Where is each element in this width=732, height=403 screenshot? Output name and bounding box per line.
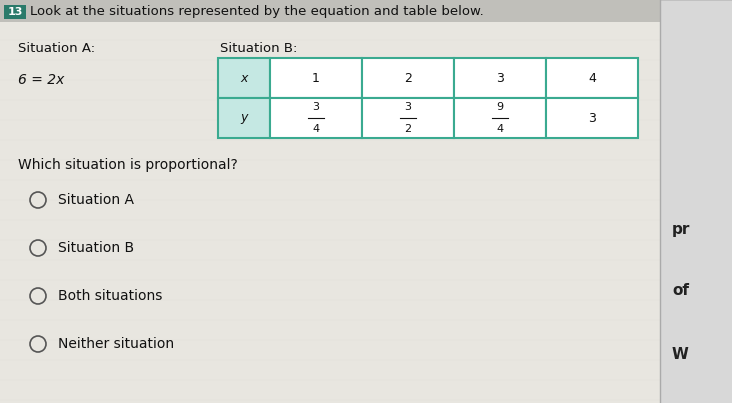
Bar: [0, 0, 660, 22]
Circle shape: [30, 240, 46, 256]
Bar: [218, 98, 270, 138]
Text: 1: 1: [312, 71, 320, 85]
Bar: [270, 98, 362, 138]
Text: 3: 3: [405, 102, 411, 112]
Text: Situation A:: Situation A:: [18, 42, 95, 54]
Bar: [218, 58, 270, 98]
Circle shape: [30, 192, 46, 208]
Text: 3: 3: [313, 102, 319, 112]
Text: y: y: [240, 112, 247, 125]
Bar: [660, 0, 732, 403]
Text: 4: 4: [313, 124, 320, 134]
Text: 3: 3: [496, 71, 504, 85]
Text: pr: pr: [672, 222, 690, 237]
Text: Both situations: Both situations: [58, 289, 163, 303]
Circle shape: [30, 288, 46, 304]
Text: 2: 2: [404, 71, 412, 85]
Text: 9: 9: [496, 102, 504, 112]
Text: Situation A: Situation A: [58, 193, 134, 207]
Text: Which situation is proportional?: Which situation is proportional?: [18, 158, 238, 172]
Text: 4: 4: [496, 124, 504, 134]
Bar: [270, 58, 362, 98]
Bar: [362, 98, 454, 138]
Text: Look at the situations represented by the equation and table below.: Look at the situations represented by th…: [30, 6, 484, 19]
Text: Situation B: Situation B: [58, 241, 134, 255]
Bar: [546, 98, 638, 138]
Bar: [4, 5, 26, 19]
Text: Neither situation: Neither situation: [58, 337, 174, 351]
Circle shape: [30, 336, 46, 352]
Bar: [454, 58, 546, 98]
Text: x: x: [240, 71, 247, 85]
Text: 4: 4: [588, 71, 596, 85]
Bar: [362, 58, 454, 98]
Text: 13: 13: [7, 7, 23, 17]
Text: Situation B:: Situation B:: [220, 42, 297, 54]
Text: 2: 2: [405, 124, 411, 134]
Text: 6 = 2x: 6 = 2x: [18, 73, 64, 87]
Text: of: of: [672, 283, 689, 298]
Text: 3: 3: [588, 112, 596, 125]
Bar: [454, 98, 546, 138]
Bar: [546, 58, 638, 98]
Text: W: W: [672, 347, 689, 362]
